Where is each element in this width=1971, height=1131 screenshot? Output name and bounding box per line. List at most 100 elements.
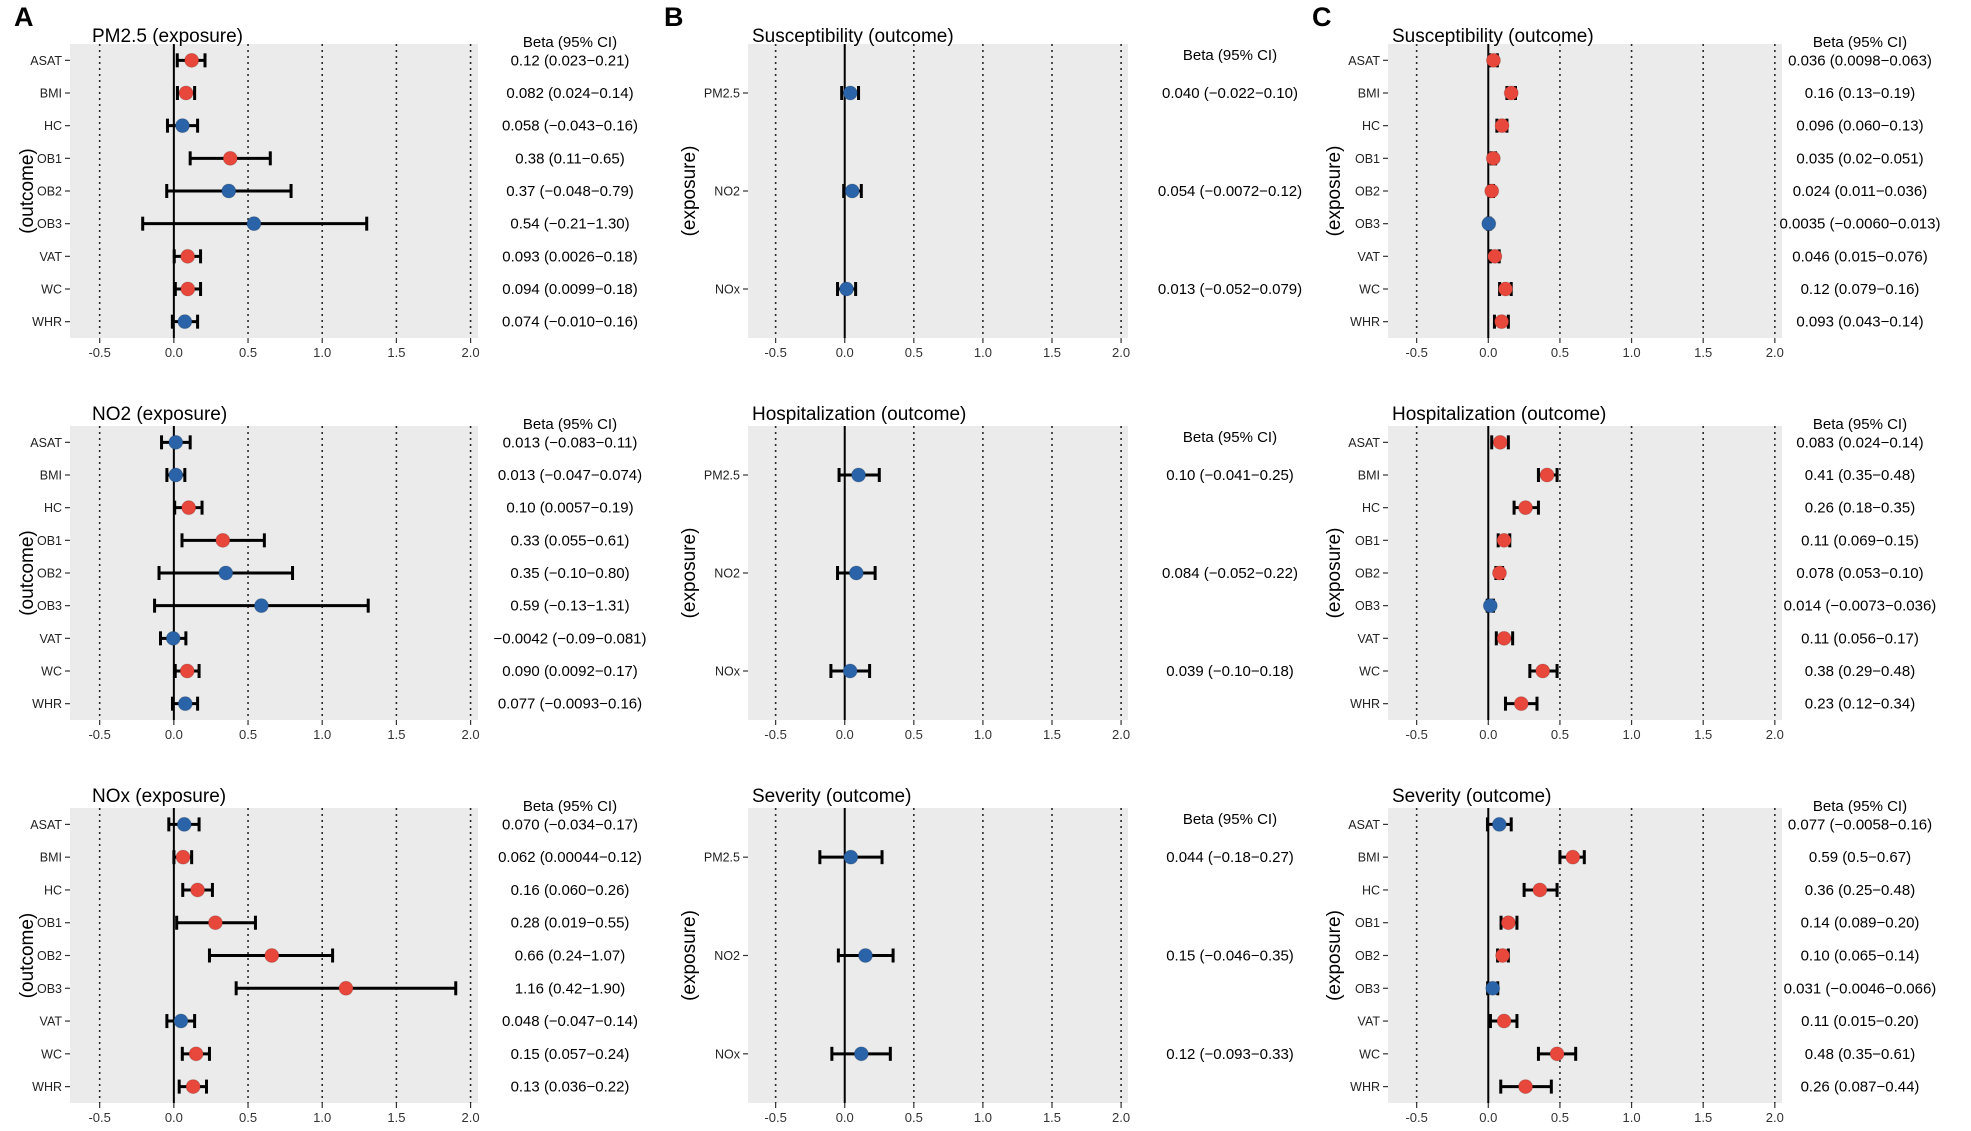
ci-value-label: 0.11 (0.069−0.15) [1801,532,1919,549]
subplot-title: Severity (outcome) [752,786,911,807]
ci-value-label: 0.031 (−0.0046−0.066) [1784,980,1937,997]
ci-value-label: 0.039 (−0.10−0.18) [1166,663,1294,680]
point-estimate [253,598,269,614]
ci-value-label: 0.16 (0.13−0.19) [1805,85,1916,102]
forest-row-whr: WHR 0.13 (0.036−0.22) [32,1079,629,1096]
x-tick-label: 2.0 [462,345,480,360]
point-estimate [1495,948,1511,963]
ci-column-header: Beta (95% CI) [1813,416,1907,433]
point-estimate [1496,1013,1512,1029]
forest-subplot-c-3: -0.5 0.0 0.5 1.0 1.5 2.0 Severity (outcome) (ex… [1324,786,1936,1125]
subplot-title: Susceptibility (outcome) [1392,26,1594,47]
point-estimate [1503,85,1519,101]
forest-row-ob2: OB2 0.37 (−0.048−0.79) [37,183,634,200]
x-tick-label: 1.5 [1043,727,1061,742]
y-tick-label: NO2 [714,567,740,581]
ci-value-label: 0.093 (0.043−0.14) [1796,314,1923,331]
point-estimate [1518,500,1534,516]
ci-value-label: 0.062 (0.00044−0.12) [498,849,642,866]
point-estimate [1518,1079,1534,1095]
x-tick-label: 2.0 [1766,345,1784,360]
point-estimate [1500,915,1516,931]
x-tick-label: 1.5 [1694,1110,1712,1125]
subplot-title: Hospitalization (outcome) [752,404,966,425]
ci-value-label: 0.15 (−0.046−0.35) [1166,948,1294,965]
y-tick-label: ASAT [1348,436,1380,450]
y-tick-label: BMI [1358,851,1380,865]
forest-row-vat: VAT 0.048 (−0.047−0.14) [40,1013,638,1030]
forest-row-bmi: BMI 0.16 (0.13−0.19) [1358,85,1915,102]
ci-value-label: 0.12 (−0.093−0.33) [1166,1046,1294,1063]
forest-row-no2: NO2 0.054 (−0.0072−0.12) [714,183,1302,200]
y-tick-label: NOx [715,665,741,679]
point-estimate [173,1013,189,1029]
point-estimate [338,980,354,996]
ci-value-label: 0.54 (−0.21−1.30) [510,216,629,233]
ci-value-label: 0.048 (−0.047−0.14) [502,1013,638,1030]
y-tick-label: OB1 [37,534,62,548]
ci-column-header: Beta (95% CI) [1183,811,1277,828]
forest-row-wc: WC 0.12 (0.079−0.16) [1359,281,1919,298]
x-tick-label: 0.5 [1551,727,1569,742]
y-tick-label: PM2.5 [704,851,740,865]
forest-row-bmi: BMI 0.062 (0.00044−0.12) [40,849,642,866]
forest-row-ob1: OB1 0.11 (0.069−0.15) [1355,532,1919,549]
ci-value-label: 0.0035 (−0.0060−0.013) [1780,216,1941,233]
y-tick-label: ASAT [1348,54,1380,68]
x-tick-label: 2.0 [1766,1110,1784,1125]
point-estimate [1481,216,1497,232]
x-tick-label: -0.5 [88,1110,110,1125]
x-tick-label: -0.5 [764,727,786,742]
x-tick-label: 0.5 [905,345,923,360]
y-tick-label: OB3 [1355,982,1380,996]
forest-row-asat: ASAT 0.036 (0.0098−0.063) [1348,52,1932,69]
forest-row-no2: NO2 0.15 (−0.046−0.35) [714,948,1294,965]
y-axis-title: (exposure) [1324,146,1345,237]
ci-value-label: 0.014 (−0.0073−0.036) [1784,598,1937,615]
point-estimate [1539,467,1555,483]
ci-value-label: 0.12 (0.023−0.21) [511,52,630,69]
y-tick-label: NOx [715,283,741,297]
ci-value-label: 0.23 (0.12−0.34) [1805,696,1916,713]
ci-column-header: Beta (95% CI) [1183,429,1277,446]
y-tick-label: PM2.5 [704,469,740,483]
forest-row-ob2: OB2 0.078 (0.053−0.10) [1355,565,1924,582]
forest-row-asat: ASAT 0.077 (−0.0058−0.16) [1348,816,1932,833]
ci-value-label: 0.078 (0.053−0.10) [1796,565,1923,582]
ci-value-label: 0.41 (0.35−0.48) [1805,467,1916,484]
y-tick-label: OB1 [1355,534,1380,548]
y-tick-label: HC [1362,883,1380,897]
point-estimate [1496,532,1512,548]
forest-row-bmi: BMI 0.013 (−0.047−0.074) [40,467,642,484]
forest-row-ob3: OB3 0.54 (−0.21−1.30) [37,216,630,233]
ci-value-label: 0.37 (−0.048−0.79) [506,183,634,200]
forest-row-hc: HC 0.096 (0.060−0.13) [1362,118,1924,135]
forest-row-vat: VAT −0.0042 (−0.09−0.081) [40,630,647,647]
x-tick-label: 1.5 [387,345,405,360]
x-tick-label: 1.5 [387,727,405,742]
ci-value-label: 0.10 (0.065−0.14) [1801,948,1920,965]
point-estimate [842,663,858,679]
panel-letter-c: C [1312,2,1332,32]
point-estimate [851,467,867,483]
ci-value-label: 0.013 (−0.083−0.11) [503,434,638,451]
point-estimate [181,500,197,516]
x-tick-label: 1.5 [387,1110,405,1125]
point-estimate [1485,150,1501,166]
forest-row-wc: WC 0.090 (0.0092−0.17) [41,663,638,680]
panel-letter-b: B [664,2,684,32]
forest-row-vat: VAT 0.11 (0.056−0.17) [1358,630,1919,647]
y-tick-label: NOx [715,1047,741,1061]
forest-row-ob3: OB3 1.16 (0.42−1.90) [37,980,625,997]
plot-background [1388,426,1782,720]
x-tick-label: -0.5 [1405,345,1427,360]
ci-value-label: 0.35 (−0.10−0.80) [510,565,629,582]
x-tick-label: 2.0 [1766,727,1784,742]
forest-subplot-b-1: -0.5 0.0 0.5 1.0 1.5 2.0 Susceptibility (outco… [679,26,1302,360]
forest-row-pm25: PM2.5 0.10 (−0.041−0.25) [704,467,1294,484]
x-tick-label: -0.5 [764,1110,786,1125]
x-tick-label: 0.0 [1479,1110,1497,1125]
forest-row-ob3: OB3 0.0035 (−0.0060−0.013) [1355,216,1941,233]
y-tick-label: HC [1362,119,1380,133]
y-tick-label: OB1 [37,916,62,930]
